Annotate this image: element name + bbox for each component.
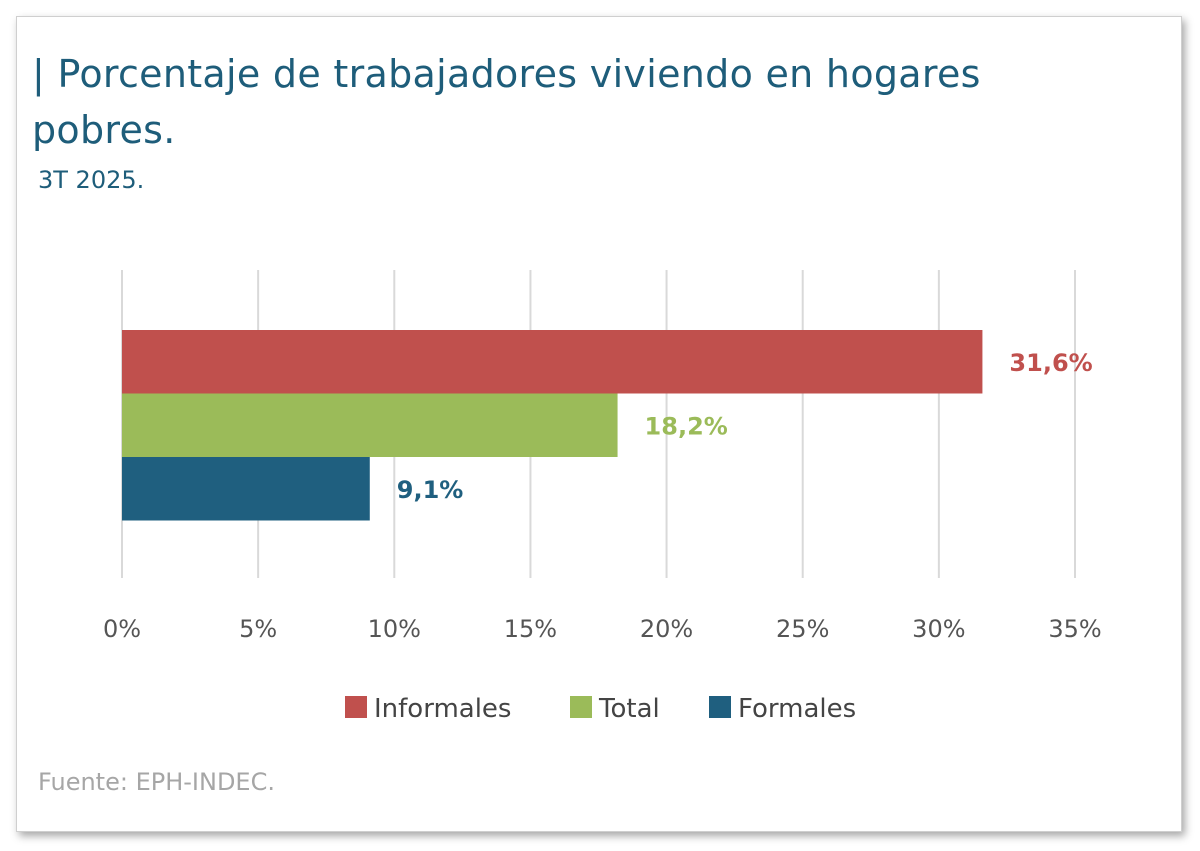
x-axis-ticks: 0% 5% 10% 15% 20% 25% 30% 35% bbox=[103, 615, 1102, 643]
x-tick-label: 0% bbox=[103, 615, 141, 643]
data-label-formales: 9,1% bbox=[397, 476, 464, 504]
x-tick-label: 5% bbox=[239, 615, 277, 643]
x-tick-label: 30% bbox=[912, 615, 965, 643]
legend-label-total: Total bbox=[598, 694, 660, 724]
x-tick-label: 15% bbox=[504, 615, 557, 643]
x-tick-label: 35% bbox=[1048, 615, 1101, 643]
chart-subtitle: 3T 2025. bbox=[38, 166, 145, 194]
legend: Informales Total Formales bbox=[345, 694, 856, 724]
legend-swatch-total bbox=[570, 696, 592, 718]
x-tick-label: 20% bbox=[640, 615, 693, 643]
gridlines bbox=[121, 270, 1076, 578]
x-tick-label: 10% bbox=[368, 615, 421, 643]
bar-formales bbox=[122, 457, 370, 521]
bar-total bbox=[122, 393, 618, 457]
bars bbox=[122, 330, 983, 521]
legend-swatch-formales bbox=[709, 696, 731, 718]
bar-informales bbox=[122, 330, 983, 394]
legend-label-informales: Informales bbox=[374, 694, 511, 724]
data-label-informales: 31,6% bbox=[1009, 349, 1092, 377]
legend-label-formales: Formales bbox=[738, 694, 856, 724]
legend-swatch-informales bbox=[345, 696, 367, 718]
chart-source: Fuente: EPH-INDEC. bbox=[38, 768, 275, 796]
data-label-total: 18,2% bbox=[645, 412, 728, 440]
x-tick-label: 25% bbox=[776, 615, 829, 643]
data-labels: 31,6% 18,2% 9,1% bbox=[397, 349, 1093, 504]
chart-title: | Porcentaje de trabajadores viviendo en… bbox=[32, 52, 981, 152]
